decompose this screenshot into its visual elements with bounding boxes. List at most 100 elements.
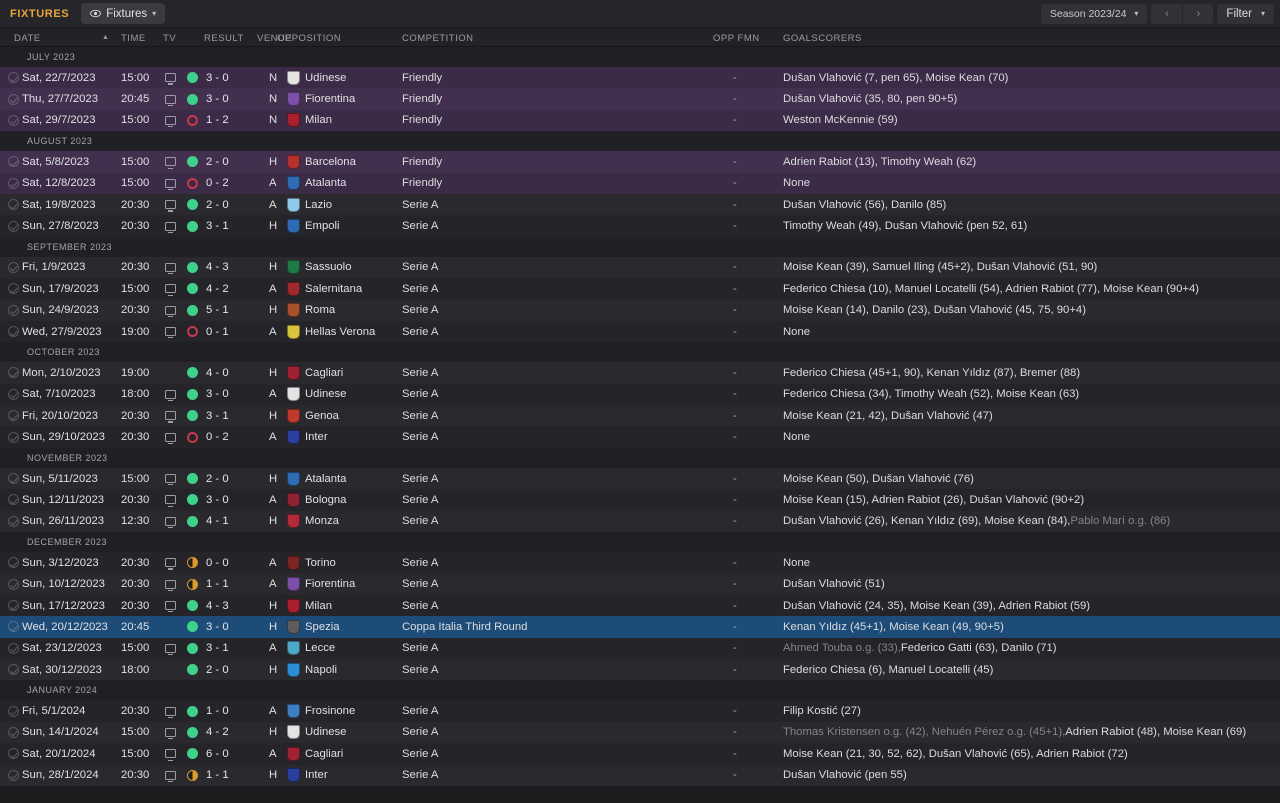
fixture-competition[interactable]: Serie A [402, 705, 439, 718]
fixture-opposition[interactable]: Hellas Verona [305, 325, 376, 338]
fixture-competition[interactable]: Serie A [402, 578, 439, 591]
column-header-tv[interactable]: TV [163, 33, 177, 44]
table-row[interactable]: Sun, 14/1/2024 15:00 4 - 2 H Udinese Serie A -… [0, 721, 1280, 744]
table-row[interactable]: Fri, 20/10/2023 20:30 3 - 1 H Genoa Serie A - M… [0, 405, 1280, 427]
filter-button[interactable]: Filter ▾ [1217, 4, 1274, 24]
column-header-result[interactable]: RESULT [204, 33, 244, 44]
table-row[interactable]: Sat, 29/7/2023 15:00 1 - 2 N Milan Friendly - W… [0, 109, 1280, 132]
fixture-opposition[interactable]: Cagliari [305, 747, 344, 760]
fixture-competition[interactable]: Serie A [402, 282, 439, 295]
column-header-opp-fmn[interactable]: OPP FMN [713, 33, 760, 44]
fixture-competition[interactable]: Serie A [402, 388, 439, 401]
fixture-opposition[interactable]: Atalanta [305, 472, 347, 485]
table-row[interactable]: Sun, 28/1/2024 20:30 1 - 1 H Inter Serie A - Du… [0, 764, 1280, 786]
fixture-opposition[interactable]: Udinese [305, 71, 347, 84]
fixture-opposition[interactable]: Fiorentina [305, 93, 356, 106]
fixture-opposition[interactable]: Lazio [305, 198, 333, 211]
table-row[interactable]: Sun, 27/8/2023 20:30 3 - 1 H Empoli Serie A - T… [0, 215, 1280, 237]
fixture-opposition[interactable]: Torino [305, 556, 336, 569]
fixture-competition[interactable]: Serie A [402, 325, 439, 338]
fixture-competition[interactable]: Serie A [402, 663, 439, 676]
fixture-opposition[interactable]: Barcelona [305, 155, 356, 168]
fixture-opposition[interactable]: Lecce [305, 642, 336, 655]
fixture-opposition[interactable]: Udinese [305, 388, 347, 401]
fixture-competition[interactable]: Serie A [402, 642, 439, 655]
fixture-opposition[interactable]: Roma [305, 304, 336, 317]
table-row[interactable]: Sun, 29/10/2023 20:30 0 - 2 A Inter Serie A - N… [0, 426, 1280, 448]
fixture-competition[interactable]: Coppa Italia Third Round [402, 620, 528, 633]
fixture-competition[interactable]: Serie A [402, 304, 439, 317]
fixture-competition[interactable]: Friendly [402, 114, 443, 127]
table-row[interactable]: Wed, 20/12/2023 20:45 3 - 0 H Spezia Coppa It… [0, 616, 1280, 638]
table-row[interactable]: Sun, 24/9/2023 20:30 5 - 1 H Roma Serie A - Moi… [0, 299, 1280, 321]
fixture-competition[interactable]: Serie A [402, 599, 439, 612]
fixture-venue: H [269, 155, 278, 168]
fixture-opposition[interactable]: Bologna [305, 493, 347, 506]
tab-fixtures[interactable]: Fixtures ▾ [81, 3, 166, 24]
table-row[interactable]: Sun, 17/12/2023 20:30 4 - 3 H Milan Serie A - D… [0, 594, 1280, 617]
fixture-opposition[interactable]: Atalanta [305, 177, 347, 190]
fixture-competition[interactable]: Friendly [402, 177, 443, 190]
season-selector[interactable]: Season 2023/24 ▾ [1040, 4, 1148, 24]
column-header-venue[interactable]: VENUE [257, 33, 293, 44]
fixture-opposition[interactable]: Frosinone [305, 705, 356, 718]
fixture-opposition[interactable]: Udinese [305, 726, 347, 739]
fixture-competition[interactable]: Serie A [402, 556, 439, 569]
fixture-opposition[interactable]: Fiorentina [305, 578, 356, 591]
fixture-opposition[interactable]: Cagliari [305, 366, 344, 379]
fixture-competition[interactable]: Serie A [402, 726, 439, 739]
column-header-date[interactable]: DATE [14, 33, 41, 44]
table-row[interactable]: Sun, 12/11/2023 20:30 3 - 0 A Bologna Serie A… [0, 489, 1280, 511]
table-row[interactable]: Sat, 30/12/2023 18:00 2 - 0 H Napoli Serie A -… [0, 658, 1280, 681]
table-row[interactable]: Sun, 10/12/2023 20:30 1 - 1 A Fiorentina Seri… [0, 573, 1280, 595]
table-row[interactable]: Mon, 2/10/2023 19:00 4 - 0 H Cagliari Serie A… [0, 362, 1280, 384]
fixture-opposition[interactable]: Sassuolo [305, 261, 352, 274]
column-header-goalscorers[interactable]: GOALSCORERS [783, 33, 862, 44]
table-row[interactable]: Sun, 26/11/2023 12:30 4 - 1 H Monza Serie A - D… [0, 510, 1280, 533]
fixture-opposition[interactable]: Monza [305, 515, 339, 528]
fixture-competition[interactable]: Serie A [402, 261, 439, 274]
table-row[interactable]: Sat, 23/12/2023 15:00 3 - 1 A Lecce Serie A - A… [0, 637, 1280, 659]
fixture-competition[interactable]: Serie A [402, 493, 439, 506]
table-row[interactable]: Sat, 22/7/2023 15:00 3 - 0 N Udinese Friendly… [0, 67, 1280, 89]
fixture-competition[interactable]: Serie A [402, 431, 439, 444]
column-header-opposition[interactable]: OPPOSITION [277, 33, 342, 44]
table-row[interactable]: Fri, 5/1/2024 20:30 1 - 0 A Frosinone Serie A… [0, 700, 1280, 722]
table-row[interactable]: Sat, 20/1/2024 15:00 6 - 0 A Cagliari Serie A… [0, 743, 1280, 765]
fixture-competition[interactable]: Serie A [402, 472, 439, 485]
fixture-opposition[interactable]: Inter [305, 431, 328, 444]
table-row[interactable]: Sat, 12/8/2023 15:00 0 - 2 A Atalanta Friendl… [0, 172, 1280, 194]
fixture-opposition[interactable]: Napoli [305, 663, 338, 676]
fixture-competition[interactable]: Serie A [402, 515, 439, 528]
fixture-opposition[interactable]: Inter [305, 769, 328, 782]
fixture-opp-fmn: - [733, 409, 737, 422]
fixture-competition[interactable]: Serie A [402, 220, 439, 233]
table-row[interactable]: Sun, 5/11/2023 15:00 2 - 0 H Atalanta Serie A… [0, 467, 1280, 490]
fixture-opposition[interactable]: Salernitana [305, 282, 363, 295]
fixture-competition[interactable]: Friendly [402, 71, 443, 84]
table-row[interactable]: Fri, 1/9/2023 20:30 4 - 3 H Sassuolo Serie A -… [0, 256, 1280, 279]
fixture-opposition[interactable]: Milan [305, 599, 332, 612]
fixture-competition[interactable]: Serie A [402, 747, 439, 760]
table-row[interactable]: Wed, 27/9/2023 19:00 0 - 1 A Hellas Verona Se… [0, 320, 1280, 343]
fixture-competition[interactable]: Serie A [402, 366, 439, 379]
fixture-competition[interactable]: Serie A [402, 409, 439, 422]
table-row[interactable]: Sun, 3/12/2023 20:30 0 - 0 A Torino Serie A - N… [0, 552, 1280, 574]
fixture-opposition[interactable]: Empoli [305, 220, 340, 233]
fixture-opposition[interactable]: Genoa [305, 409, 339, 422]
column-header-competition[interactable]: COMPETITION [402, 33, 474, 44]
column-header-time[interactable]: TIME [121, 33, 146, 44]
table-row[interactable]: Sat, 19/8/2023 20:30 2 - 0 A Lazio Serie A - Du… [0, 193, 1280, 216]
table-row[interactable]: Thu, 27/7/2023 20:45 3 - 0 N Fiorentina Frien… [0, 88, 1280, 110]
table-row[interactable]: Sat, 5/8/2023 15:00 2 - 0 H Barcelona Friendl… [0, 151, 1280, 173]
table-row[interactable]: Sat, 7/10/2023 18:00 3 - 0 A Udinese Serie A -… [0, 383, 1280, 406]
next-season-button[interactable]: › [1182, 4, 1213, 24]
fixture-opposition[interactable]: Milan [305, 114, 332, 127]
prev-season-button[interactable]: ‹ [1165, 8, 1169, 20]
table-row[interactable]: Sun, 17/9/2023 15:00 4 - 2 A Salernitana Seri… [0, 278, 1280, 300]
fixture-opposition[interactable]: Spezia [305, 620, 340, 633]
fixture-competition[interactable]: Friendly [402, 155, 443, 168]
fixture-competition[interactable]: Serie A [402, 769, 439, 782]
fixture-competition[interactable]: Serie A [402, 198, 439, 211]
fixture-competition[interactable]: Friendly [402, 93, 443, 106]
